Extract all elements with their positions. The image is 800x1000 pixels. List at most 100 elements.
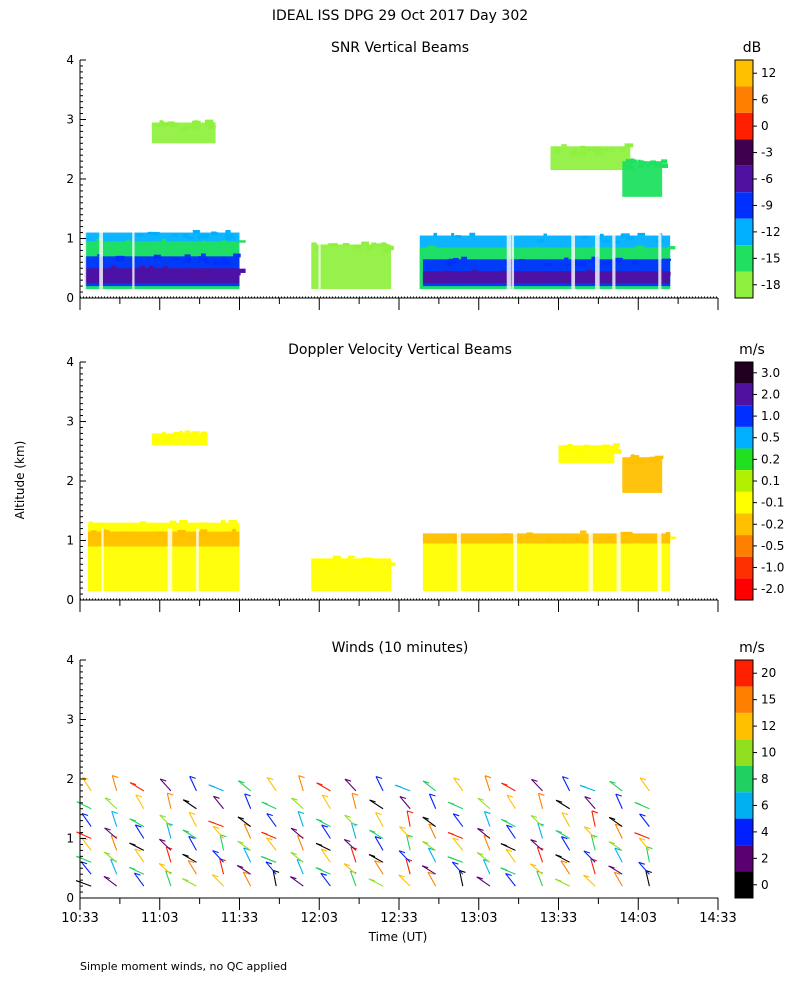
wind-barb: [188, 812, 197, 827]
heatmap-speckle: [566, 263, 572, 267]
data-gap: [612, 226, 616, 298]
heatmap-speckle: [376, 243, 385, 246]
heatmap-speckle: [629, 273, 638, 276]
heatmap-speckle: [564, 445, 569, 448]
wind-barb: [477, 828, 491, 839]
heatmap-speckle: [561, 144, 567, 147]
heatmap-speckle: [594, 146, 601, 150]
heatmap-speckle: [361, 241, 370, 246]
colorbar-label: 12: [761, 66, 776, 80]
heatmap-speckle: [604, 260, 612, 265]
heatmap-speckle: [650, 160, 656, 164]
wind-barb-flag: [267, 777, 274, 781]
heatmap-layer-9: [422, 271, 671, 284]
colorbar-label: -0.1: [761, 496, 784, 510]
heatmap-speckle: [232, 528, 236, 534]
colorbar-label: 4: [761, 825, 769, 839]
colorbar-label: -15: [761, 251, 781, 265]
wind-barb: [639, 813, 650, 827]
heatmap-speckle: [152, 269, 162, 275]
wind-barb: [583, 826, 596, 839]
heatmap-speckle: [136, 233, 143, 237]
wind-barb: [320, 848, 331, 863]
data-gap: [595, 226, 600, 298]
wind-barb: [638, 861, 650, 875]
heatmap-speckle: [625, 235, 635, 241]
heatmap-speckle: [212, 260, 221, 265]
heatmap-speckle: [572, 148, 577, 154]
wind-barb-flag: [261, 831, 268, 835]
colorbar-swatch: [735, 362, 753, 384]
wind-barb: [613, 871, 623, 887]
wind-barb-flag: [160, 778, 167, 782]
colorbar-label: 12: [761, 719, 776, 733]
heatmap-speckle: [319, 559, 325, 565]
heatmap-speckle: [153, 254, 161, 259]
heatmap-speckle: [209, 273, 214, 278]
wind-barb: [272, 870, 277, 887]
colorbar-label: -12: [761, 225, 781, 239]
heatmap-speckle: [594, 150, 603, 155]
wind-barb-flag: [129, 842, 136, 846]
heatmap-speckle: [447, 263, 453, 266]
y-tick-label: 2: [66, 172, 74, 186]
heatmap-speckle: [636, 273, 646, 277]
wind-barb: [591, 810, 596, 827]
wind-barb: [398, 850, 411, 863]
wind-barb: [506, 824, 516, 839]
heatmap-speckle: [554, 146, 562, 151]
heatmap-speckle: [196, 436, 204, 441]
heatmap-speckle: [226, 534, 234, 539]
wind-barb: [189, 776, 197, 792]
y-tick-label: 3: [66, 415, 74, 429]
heatmap-speckle: [637, 534, 642, 539]
colorbar-swatch: [735, 271, 753, 298]
data-gap: [506, 226, 511, 298]
wind-barb-flag: [505, 848, 513, 852]
wind-barb: [81, 837, 92, 851]
heatmap-speckle: [366, 248, 371, 252]
heatmap-speckle: [220, 520, 226, 524]
wind-barb: [505, 873, 516, 887]
heatmap-speckle: [221, 240, 227, 246]
data-gap: [588, 528, 593, 600]
heatmap-speckle: [608, 449, 614, 453]
wind-barb: [134, 848, 145, 863]
wind-barb: [265, 861, 277, 875]
wind-barb: [343, 839, 357, 851]
heatmap-speckle: [93, 526, 102, 530]
heatmap-speckle: [622, 162, 626, 167]
data-gap: [456, 528, 461, 600]
wind-barb: [103, 876, 118, 887]
wind-barb-flag: [555, 799, 563, 803]
wind-barb-flag: [212, 874, 219, 878]
wind-barb-flag: [634, 801, 641, 806]
wind-barb-flag: [344, 814, 351, 818]
heatmap-speckle: [668, 246, 676, 250]
x-tick-label: 14:33: [699, 911, 736, 926]
wind-barb: [506, 794, 516, 810]
wind-barb-flag: [506, 794, 514, 798]
wind-barb: [536, 870, 544, 887]
wind-barb-flag: [452, 861, 459, 865]
colorbar-label: 15: [761, 693, 776, 707]
wind-barb-flag: [212, 850, 219, 854]
wind-barb: [349, 870, 357, 887]
colorbar-label: 1.0: [761, 409, 780, 423]
wind-barb-flag: [244, 793, 251, 797]
heatmap-speckle: [192, 229, 200, 234]
heatmap-speckle: [155, 534, 163, 538]
heatmap-speckle: [387, 245, 394, 251]
wind-barb-flag: [615, 793, 622, 797]
heatmap-speckle: [660, 163, 669, 168]
heatmap-speckle: [188, 535, 197, 540]
heatmap-speckle: [653, 163, 661, 168]
heatmap-speckle: [187, 236, 194, 240]
colorbar-swatch: [735, 818, 753, 846]
heatmap-speckle: [172, 271, 180, 275]
heatmap-speckle: [184, 254, 191, 259]
heatmap-speckle: [544, 263, 552, 266]
heatmap-speckle: [91, 530, 97, 536]
data-gap: [658, 226, 662, 298]
heatmap-speckle: [171, 257, 180, 261]
